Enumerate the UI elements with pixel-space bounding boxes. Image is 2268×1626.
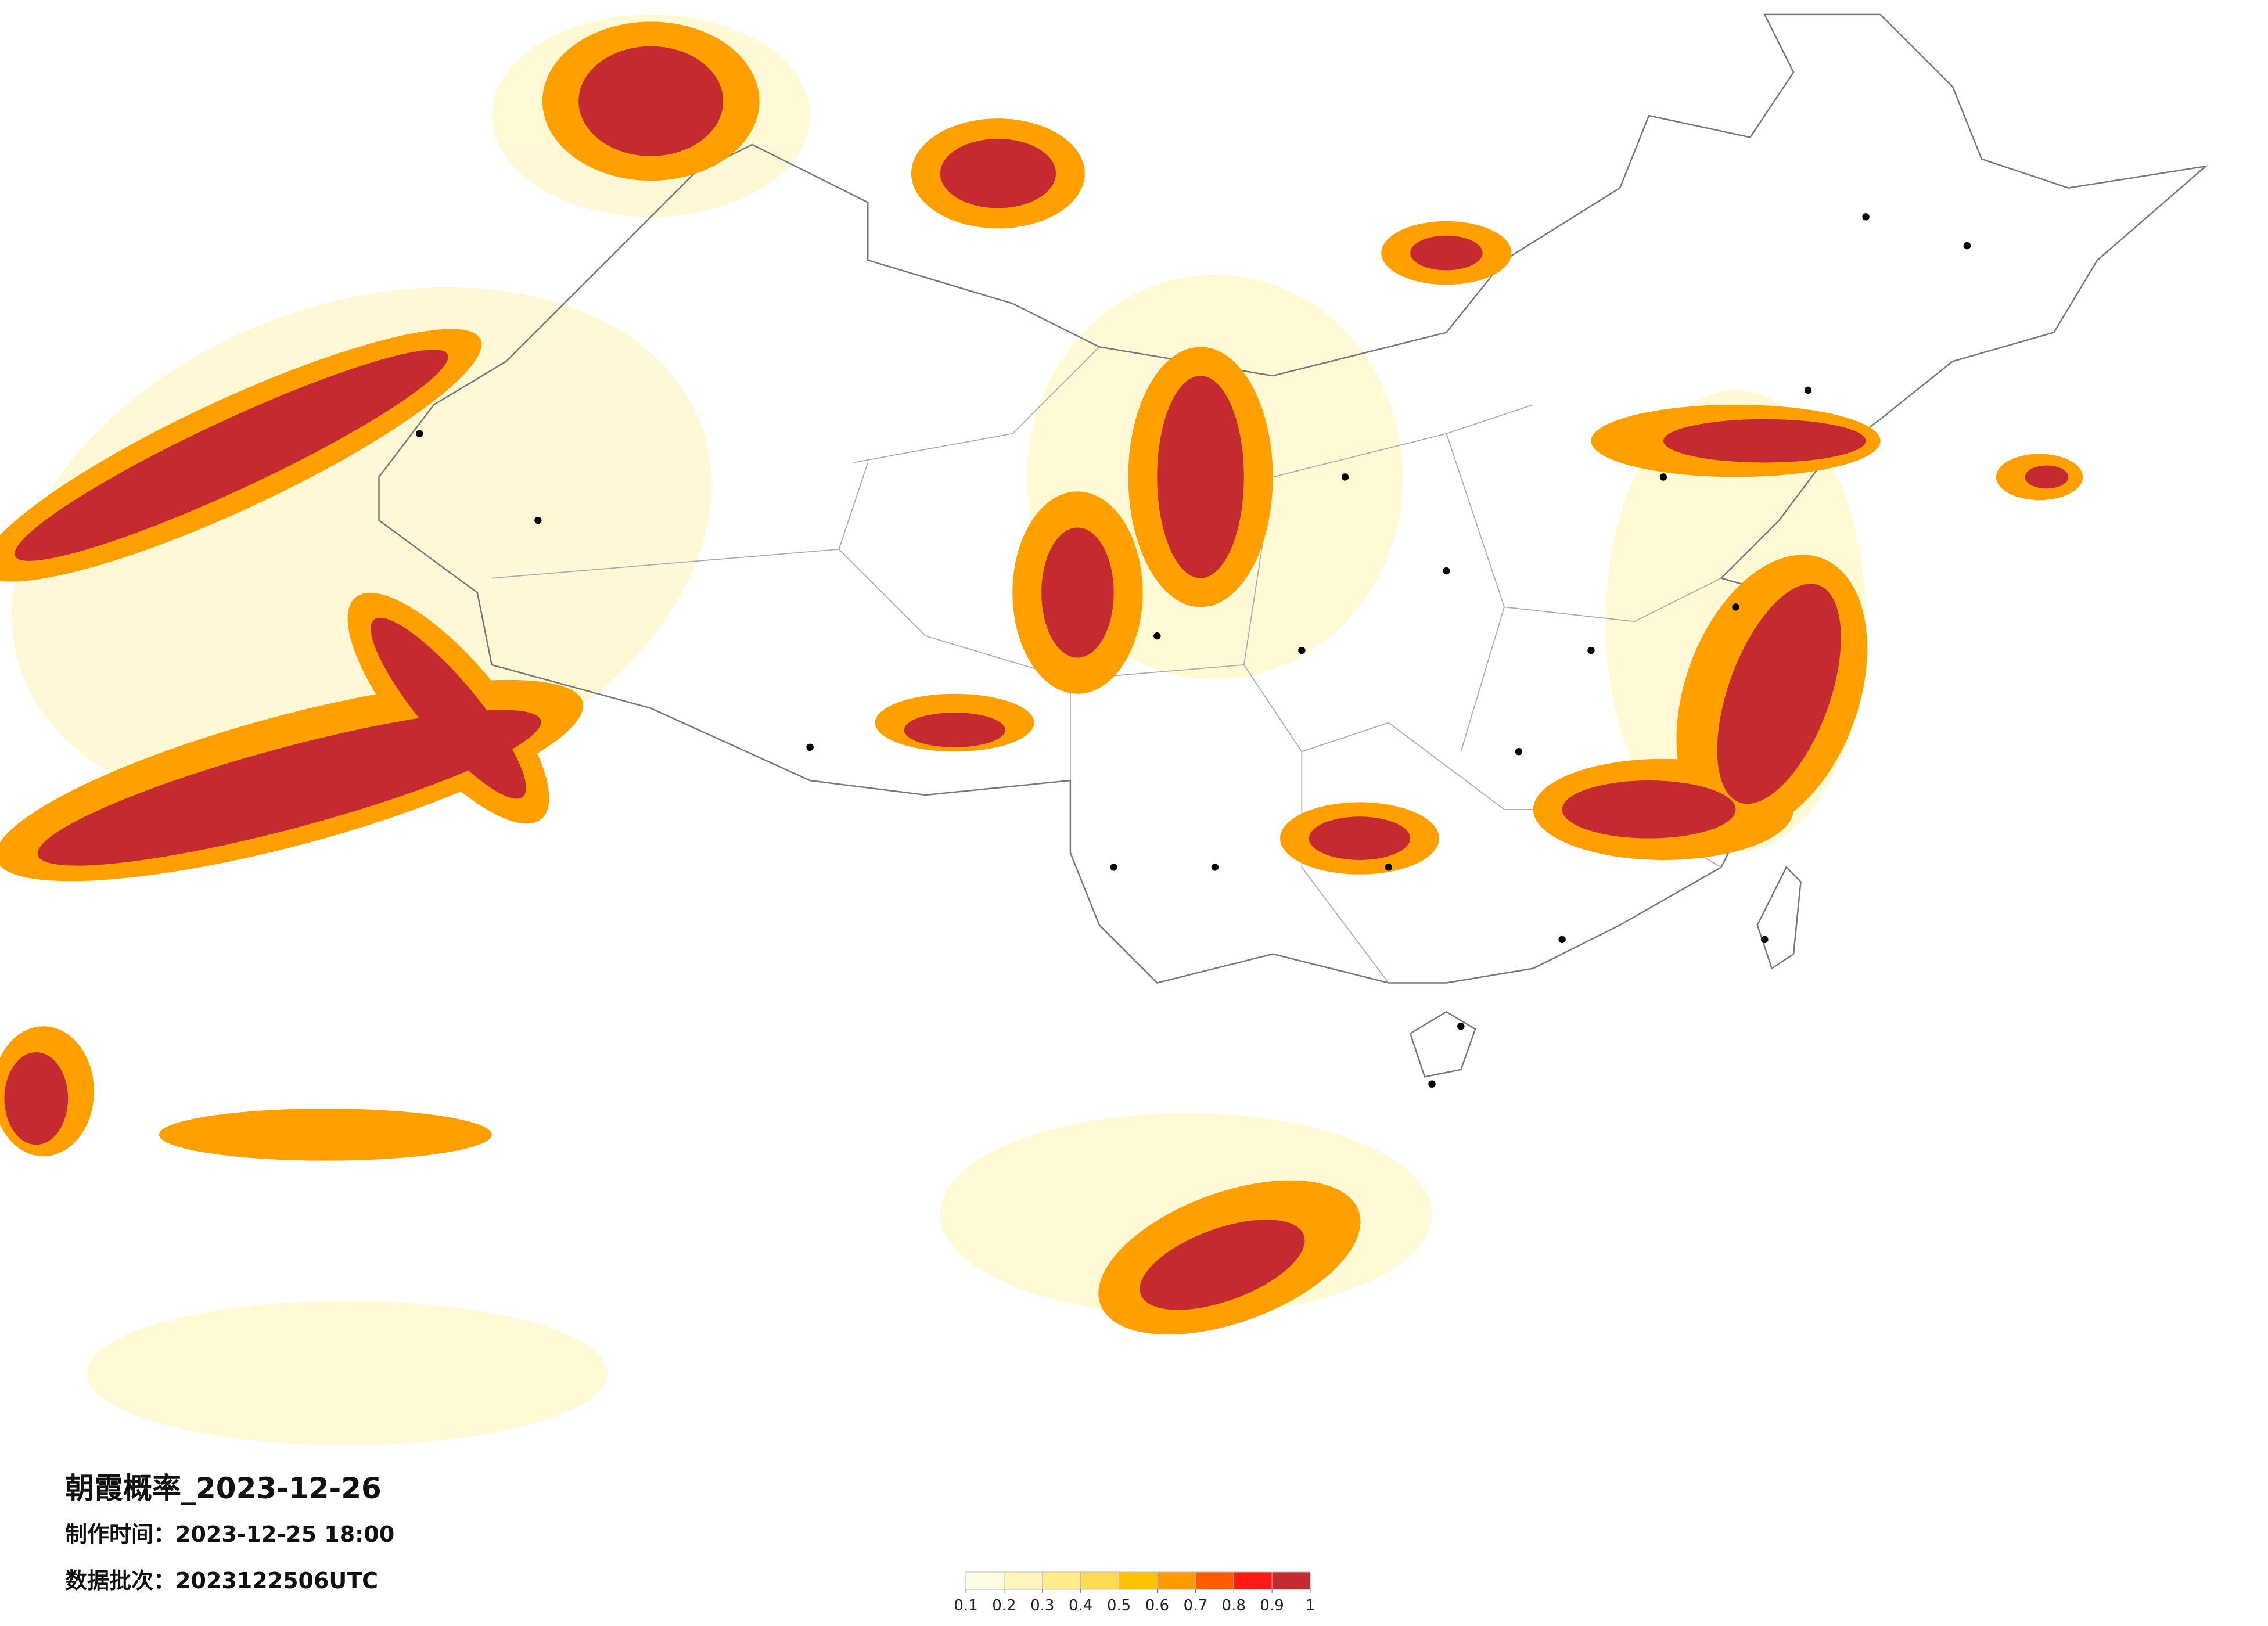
colorbar-box bbox=[965, 1571, 1005, 1590]
colorbar-box bbox=[1004, 1571, 1043, 1590]
colorbar-tick-label: 0.9 bbox=[1260, 1597, 1284, 1614]
probability-blobs bbox=[0, 21, 2083, 1335]
colorbar-box bbox=[1042, 1571, 1081, 1590]
city-markers bbox=[415, 213, 1971, 1088]
map-layer bbox=[0, 13, 2208, 1445]
map-title: 朝霞概率_2023-12-26 bbox=[65, 1472, 382, 1505]
hainan bbox=[1409, 1010, 1476, 1078]
colorbar-tick-label: 0.6 bbox=[1145, 1597, 1169, 1614]
colorbar-box bbox=[1271, 1571, 1311, 1590]
colorbar-box bbox=[1233, 1571, 1273, 1590]
colorbar-tick-label: 0.2 bbox=[992, 1597, 1016, 1614]
data-batch: 数据批次：2023122506UTC bbox=[65, 1568, 378, 1593]
colorbar-tick-label: 0.7 bbox=[1184, 1597, 1207, 1614]
colorbar-tick-label: 0.3 bbox=[1030, 1597, 1054, 1614]
colorbar-box bbox=[1080, 1571, 1120, 1590]
colorbar-box bbox=[1119, 1571, 1158, 1590]
colorbar-tick-label: 0.4 bbox=[1069, 1597, 1092, 1614]
colorbar-tick-label: 0.5 bbox=[1107, 1597, 1131, 1614]
colorbar-tick-label: 1 bbox=[1306, 1597, 1315, 1614]
country-border bbox=[378, 13, 2208, 984]
colorbar-box bbox=[1156, 1571, 1196, 1590]
colorbar-tick-label: 0.1 bbox=[954, 1597, 977, 1614]
colorbar-tick-label: 0.8 bbox=[1222, 1597, 1246, 1614]
colorbar-box bbox=[1195, 1571, 1234, 1590]
production-time: 制作时间：2023-12-25 18:00 bbox=[65, 1521, 394, 1547]
colorbar: 0.1 0.2 0.3 0.4 0.5 0.6 0.7 0.8 0.9 1 bbox=[954, 1571, 1315, 1614]
taiwan bbox=[1756, 866, 1802, 970]
